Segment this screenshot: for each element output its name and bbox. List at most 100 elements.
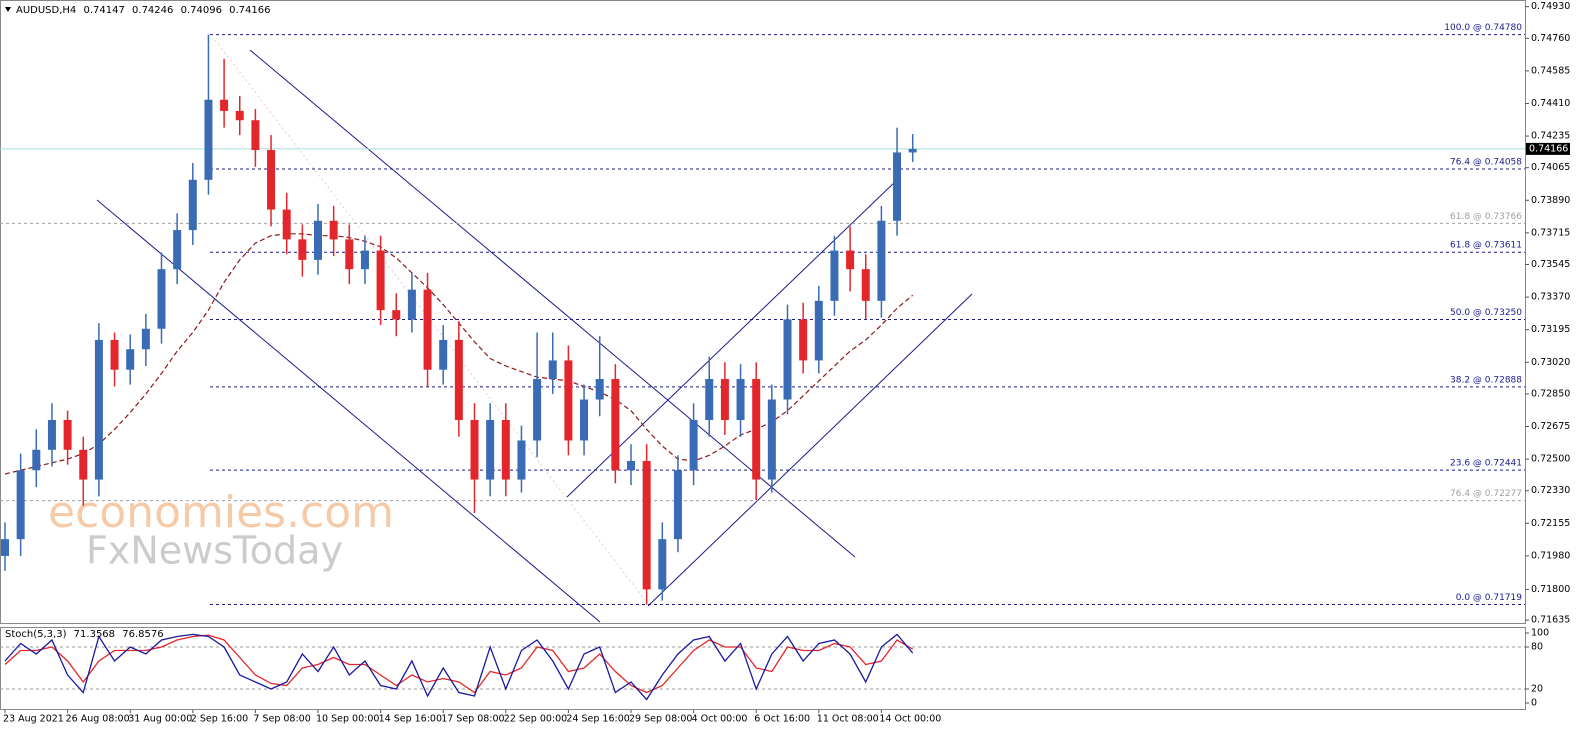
candle-body xyxy=(689,419,698,471)
candle-body xyxy=(63,419,72,450)
candle-body xyxy=(877,220,886,301)
x-tick-label: 7 Sep 08:00 xyxy=(253,714,310,725)
candle-body xyxy=(94,339,103,480)
trendline xyxy=(566,179,898,498)
y-tick-label: 0.72500 xyxy=(1531,454,1570,465)
candle-body xyxy=(548,360,557,380)
indicator-title: Stoch(5,3,3) xyxy=(5,629,67,640)
candle-body xyxy=(673,470,682,540)
y-tick-label: 0.72850 xyxy=(1531,388,1570,399)
watermark-text: economies.com xyxy=(48,487,394,538)
menu-arrow xyxy=(5,7,11,12)
candle-body xyxy=(407,289,416,320)
indicator-frame xyxy=(0,627,1526,710)
candle-body xyxy=(345,239,354,270)
level-label: 23.6 @ 0.72441 xyxy=(1450,459,1522,469)
y-tick-label: 0.74410 xyxy=(1531,98,1570,109)
y-tick-label: 0.73195 xyxy=(1531,324,1570,335)
y-tick-label: 20 xyxy=(1531,684,1543,695)
candle-body xyxy=(627,460,635,471)
y-tick-label: 0.72155 xyxy=(1531,518,1570,529)
signal-value: 76.8576 xyxy=(122,629,163,640)
candle-body xyxy=(720,379,729,420)
candle-body xyxy=(126,349,135,370)
candle-body xyxy=(423,289,432,370)
candle-body xyxy=(282,209,291,240)
candle-body xyxy=(846,250,855,270)
y-tick-label: 0.74065 xyxy=(1531,162,1570,173)
y-tick-label: 80 xyxy=(1531,642,1543,653)
candle-body xyxy=(267,150,276,210)
y-tick-label: 0.73020 xyxy=(1531,357,1570,368)
candle-body xyxy=(501,419,510,480)
candle-body xyxy=(141,328,150,350)
y-tick-label: 0.74235 xyxy=(1531,131,1570,142)
main-value: 71.3568 xyxy=(74,629,115,640)
candle-body xyxy=(642,460,651,590)
candle-body xyxy=(908,148,917,153)
x-tick-label: 11 Oct 08:00 xyxy=(817,714,879,725)
level-label: 50.0 @ 0.73250 xyxy=(1450,308,1522,318)
x-tick-label: 17 Sep 08:00 xyxy=(441,714,504,725)
x-tick-label: 31 Aug 00:00 xyxy=(128,714,192,725)
candle-body xyxy=(360,250,369,270)
y-tick-label: 0.73545 xyxy=(1531,259,1570,270)
y-tick-label: 0.72330 xyxy=(1531,485,1570,496)
candle-body xyxy=(314,220,322,260)
low: 0.74096 xyxy=(181,5,222,16)
y-tick-label: 0.71980 xyxy=(1531,550,1570,561)
candle-body xyxy=(830,250,839,301)
candle-body xyxy=(611,379,620,471)
candle-body xyxy=(799,319,808,361)
candle-body xyxy=(47,419,56,450)
candle-body xyxy=(32,449,41,471)
symbol-header: AUDUSD,H4 0.74147 0.74246 0.74096 0.7416… xyxy=(16,5,270,16)
y-tick-label: 0.72675 xyxy=(1531,421,1570,432)
x-tick-label: 24 Sep 16:00 xyxy=(566,714,629,725)
candle-body xyxy=(595,379,604,400)
candle-body xyxy=(486,419,495,480)
x-tick-label: 26 Aug 08:00 xyxy=(66,714,130,725)
level-label: 76.4 @ 0.74058 xyxy=(1450,158,1522,168)
candle-body xyxy=(439,339,448,370)
open: 0.74147 xyxy=(83,5,124,16)
indicator-header: Stoch(5,3,3) 71.3568 76.8576 xyxy=(5,629,164,640)
candle-body xyxy=(893,152,902,221)
candle-body xyxy=(736,379,745,420)
current-price-box xyxy=(1526,142,1570,155)
level-label: 38.2 @ 0.72888 xyxy=(1450,375,1522,385)
x-tick-label: 4 Oct 00:00 xyxy=(692,714,748,725)
trendline xyxy=(647,293,973,607)
symbol: AUDUSD,H4 xyxy=(16,5,76,16)
y-tick-label: 0.74930 xyxy=(1531,1,1570,12)
current-price-label: 0.74166 xyxy=(1529,143,1568,154)
y-tick-label: 0.73715 xyxy=(1531,227,1570,238)
candle-body xyxy=(204,99,213,180)
x-tick-label: 29 Sep 08:00 xyxy=(629,714,692,725)
candle-body xyxy=(16,470,25,540)
candle-body xyxy=(705,379,714,420)
candle-body xyxy=(767,399,776,480)
candle-body xyxy=(564,360,573,441)
candle-body xyxy=(783,319,792,400)
candle-body xyxy=(658,539,667,590)
x-tick-label: 10 Sep 00:00 xyxy=(316,714,379,725)
main-line xyxy=(4,633,914,701)
x-tick-label: 23 Aug 2021 xyxy=(3,714,64,725)
y-tick-label: 0.71800 xyxy=(1531,584,1570,595)
candle-body xyxy=(861,269,870,301)
y-tick-label: 0.74585 xyxy=(1531,65,1570,76)
candle-body xyxy=(298,239,307,260)
level-label: 61.8 @ 0.73611 xyxy=(1450,241,1522,251)
y-tick-label: 0 xyxy=(1531,698,1537,709)
x-tick-label: 22 Sep 00:00 xyxy=(504,714,567,725)
y-tick-label: 0.71635 xyxy=(1531,615,1570,626)
x-tick-label: 14 Sep 16:00 xyxy=(379,714,442,725)
level-label: 0.0 @ 0.71719 xyxy=(1456,593,1523,603)
candle-body xyxy=(110,339,119,370)
candle-body xyxy=(1,539,9,556)
y-tick-label: 0.73370 xyxy=(1531,292,1570,303)
x-tick-label: 14 Oct 00:00 xyxy=(879,714,941,725)
